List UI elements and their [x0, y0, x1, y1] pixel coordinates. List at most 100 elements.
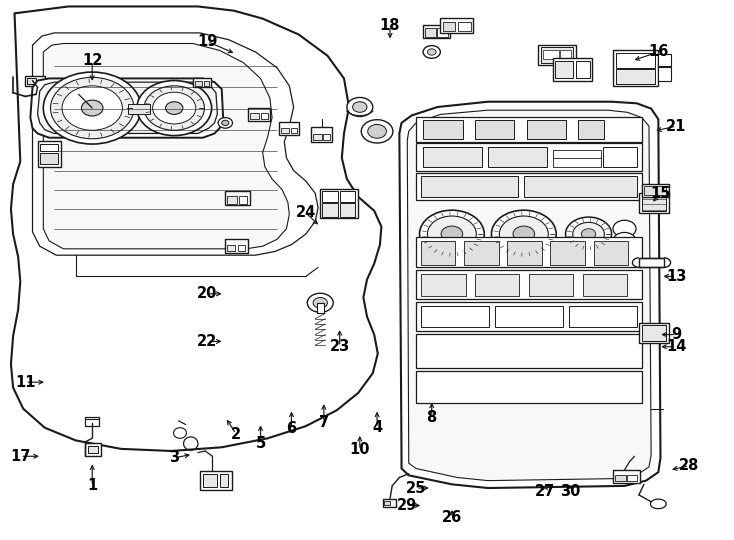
Text: 18: 18 — [379, 18, 400, 33]
Text: 3: 3 — [169, 450, 179, 465]
Bar — [323, 134, 330, 140]
Circle shape — [421, 132, 443, 149]
Bar — [464, 241, 498, 265]
Text: 14: 14 — [666, 339, 686, 354]
Circle shape — [613, 220, 636, 237]
Bar — [316, 303, 324, 313]
Bar — [543, 50, 559, 59]
Circle shape — [573, 222, 604, 246]
Polygon shape — [399, 102, 661, 488]
Bar — [569, 306, 637, 327]
Bar — [40, 152, 59, 164]
Bar — [200, 471, 233, 490]
Circle shape — [347, 98, 373, 117]
Bar — [538, 45, 575, 65]
Bar — [416, 334, 642, 368]
Polygon shape — [32, 33, 318, 255]
Bar — [238, 245, 244, 252]
Circle shape — [137, 80, 211, 136]
Bar — [658, 68, 671, 80]
Circle shape — [492, 210, 556, 258]
Bar — [639, 258, 664, 267]
Text: 13: 13 — [666, 269, 686, 284]
Bar — [128, 104, 150, 114]
Bar — [322, 191, 338, 202]
Bar — [322, 204, 338, 217]
Bar — [416, 173, 642, 200]
Bar — [219, 474, 228, 487]
Circle shape — [427, 49, 436, 55]
Circle shape — [308, 293, 333, 312]
Text: 2: 2 — [231, 427, 241, 442]
Bar — [488, 147, 547, 167]
Bar — [583, 274, 628, 296]
Polygon shape — [37, 82, 217, 133]
Bar — [553, 157, 601, 167]
Text: 4: 4 — [372, 420, 382, 435]
Bar — [642, 325, 666, 341]
Text: 25: 25 — [406, 481, 426, 496]
Bar — [225, 191, 250, 205]
Bar — [203, 474, 217, 487]
Circle shape — [218, 118, 233, 128]
Bar — [616, 53, 655, 68]
Bar — [639, 193, 669, 213]
Polygon shape — [407, 110, 651, 481]
Text: 21: 21 — [666, 119, 686, 133]
Circle shape — [166, 102, 183, 114]
Bar — [416, 143, 642, 171]
Bar — [642, 195, 666, 211]
Bar — [250, 113, 259, 119]
Bar — [421, 274, 465, 296]
Text: 24: 24 — [296, 205, 316, 220]
Text: 23: 23 — [330, 339, 350, 354]
Circle shape — [352, 102, 367, 112]
Circle shape — [62, 86, 123, 130]
Bar — [507, 241, 542, 265]
Bar — [313, 134, 321, 140]
Bar — [524, 176, 637, 197]
Bar — [457, 22, 470, 31]
Bar — [239, 197, 247, 204]
Circle shape — [581, 229, 596, 239]
Text: 9: 9 — [672, 327, 681, 342]
Bar — [615, 475, 626, 481]
Bar — [658, 54, 671, 66]
Bar — [416, 370, 642, 403]
Bar — [37, 141, 61, 167]
Circle shape — [313, 298, 327, 308]
Bar — [553, 58, 592, 80]
Bar — [279, 122, 299, 135]
Circle shape — [153, 92, 196, 124]
Circle shape — [144, 86, 205, 130]
Bar — [320, 189, 357, 218]
Circle shape — [51, 77, 134, 139]
Bar — [603, 147, 637, 167]
Bar — [594, 241, 628, 265]
Bar — [528, 274, 573, 296]
Bar — [193, 78, 211, 87]
Circle shape — [368, 125, 386, 138]
Bar — [495, 306, 564, 327]
Circle shape — [513, 226, 534, 242]
Bar — [85, 443, 101, 456]
Bar — [613, 50, 658, 86]
Bar — [644, 186, 666, 195]
Bar — [227, 197, 237, 204]
Bar — [88, 446, 98, 453]
Bar — [575, 62, 590, 78]
Circle shape — [441, 226, 462, 242]
Polygon shape — [43, 44, 289, 249]
Text: 29: 29 — [396, 498, 417, 513]
Circle shape — [565, 217, 611, 251]
Bar — [85, 416, 99, 426]
Text: 5: 5 — [255, 436, 266, 451]
Bar — [40, 144, 59, 151]
Bar — [561, 50, 571, 59]
Bar — [425, 28, 436, 37]
Text: 26: 26 — [442, 510, 462, 525]
Bar — [248, 107, 270, 121]
Circle shape — [499, 216, 548, 252]
Polygon shape — [11, 6, 382, 451]
Bar — [385, 501, 390, 505]
